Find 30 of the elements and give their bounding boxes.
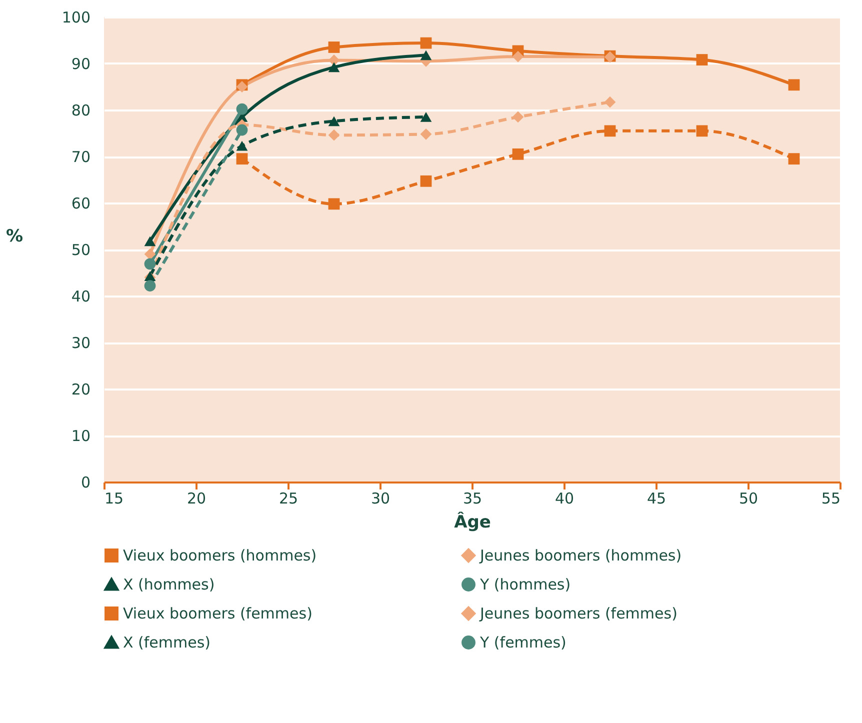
legend-label: Vieux boomers (hommes) — [123, 546, 317, 565]
legend-label: Jeunes boomers (hommes) — [479, 546, 682, 565]
y-tick-label: 50 — [71, 241, 90, 259]
legend-label: X (hommes) — [123, 576, 215, 594]
y-tick-label: 70 — [71, 148, 90, 166]
x-tick-label: 20 — [186, 490, 206, 508]
y-tick-label: 10 — [71, 427, 90, 445]
y-tick-label: 40 — [71, 288, 90, 306]
legend-label: Jeunes boomers (femmes) — [479, 604, 678, 622]
legend-label: X (femmes) — [123, 634, 211, 652]
x-tick-label: 50 — [738, 490, 758, 508]
x-tick-label: 55 — [821, 490, 840, 508]
x-tick-label: 40 — [554, 490, 574, 508]
legend-label: Vieux boomers (femmes) — [123, 604, 312, 622]
x-axis-title: Âge — [454, 512, 491, 532]
x-tick-label: 15 — [104, 490, 124, 508]
legend-label: Y (hommes) — [479, 576, 571, 594]
y-axis-title: % — [6, 226, 24, 246]
y-tick-label: 60 — [71, 194, 90, 212]
x-tick-label: 30 — [370, 490, 390, 508]
y-tick-label: 0 — [80, 474, 90, 492]
y-tick-label: 100 — [62, 8, 90, 26]
x-tick-label: 25 — [278, 490, 298, 508]
x-tick-label: 35 — [462, 490, 482, 508]
y-tick-label: 20 — [71, 380, 90, 398]
x-tick-label: 45 — [646, 490, 666, 508]
y-tick-label: 80 — [71, 102, 90, 120]
legend-label: Y (femmes) — [479, 634, 566, 652]
y-tick-label: 90 — [71, 55, 90, 73]
y-tick-label: 30 — [71, 334, 90, 352]
